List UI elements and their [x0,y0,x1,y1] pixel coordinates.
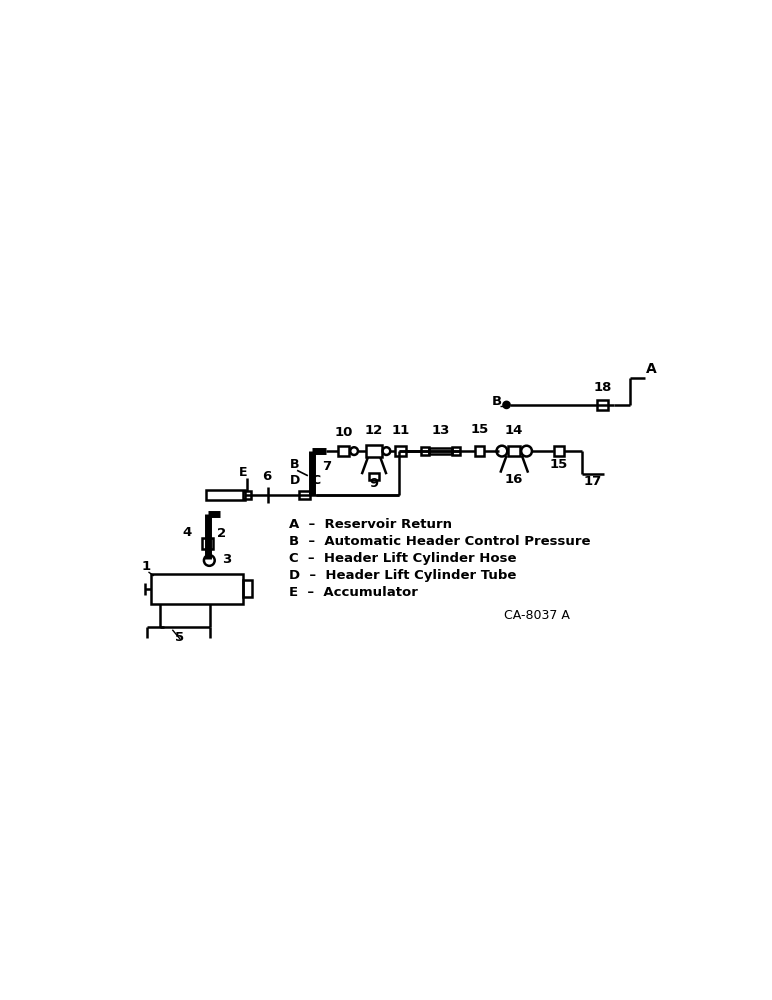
Text: B: B [290,458,300,471]
Text: 15: 15 [550,458,568,471]
Bar [202,538,213,549]
Text: B  –  Automatic Header Control Pressure: B – Automatic Header Control Pressure [290,535,591,548]
Circle shape [521,446,532,456]
Bar [421,447,428,455]
Bar [452,447,459,455]
Bar [338,446,349,456]
Text: D: D [290,474,300,487]
Bar [508,446,520,456]
Text: E: E [239,466,248,479]
Bar [370,473,379,480]
Text: C  –  Header Lift Cylinder Hose: C – Header Lift Cylinder Hose [290,552,517,565]
Text: 4: 4 [182,526,191,539]
Text: 13: 13 [432,424,450,437]
Text: 3: 3 [222,553,231,566]
Circle shape [350,447,358,455]
Bar [598,400,608,410]
Bar [243,580,252,597]
Text: 15: 15 [470,423,489,436]
Text: B: B [493,395,503,408]
Text: 6: 6 [262,470,271,483]
Text: A: A [646,362,657,376]
Text: 2: 2 [217,527,226,540]
Text: A  –  Reservoir Return: A – Reservoir Return [290,518,452,531]
Text: 17: 17 [584,475,602,488]
Bar [395,446,405,456]
Bar [300,491,310,499]
Text: 7: 7 [322,460,331,473]
Text: 5: 5 [175,631,185,644]
Bar [428,448,452,454]
Text: 11: 11 [391,424,409,437]
Text: 18: 18 [594,381,612,394]
Text: D  –  Header Lift Cylinder Tube: D – Header Lift Cylinder Tube [290,569,516,582]
Text: 1: 1 [141,560,151,573]
Text: 14: 14 [505,424,523,437]
Text: 16: 16 [505,473,523,486]
Text: E  –  Accumulator: E – Accumulator [290,586,418,599]
Text: CA-8037 A: CA-8037 A [504,609,571,622]
Bar [243,491,251,499]
Circle shape [383,447,391,455]
Circle shape [204,555,215,566]
Bar [554,446,564,456]
Bar [206,490,245,500]
Text: 12: 12 [365,424,383,437]
Circle shape [496,446,507,456]
Bar [367,445,382,457]
Text: 9: 9 [370,477,378,490]
Bar [475,446,484,456]
Text: 10: 10 [334,426,353,439]
Text: C: C [312,474,321,487]
Bar [151,574,243,604]
Circle shape [503,402,510,408]
